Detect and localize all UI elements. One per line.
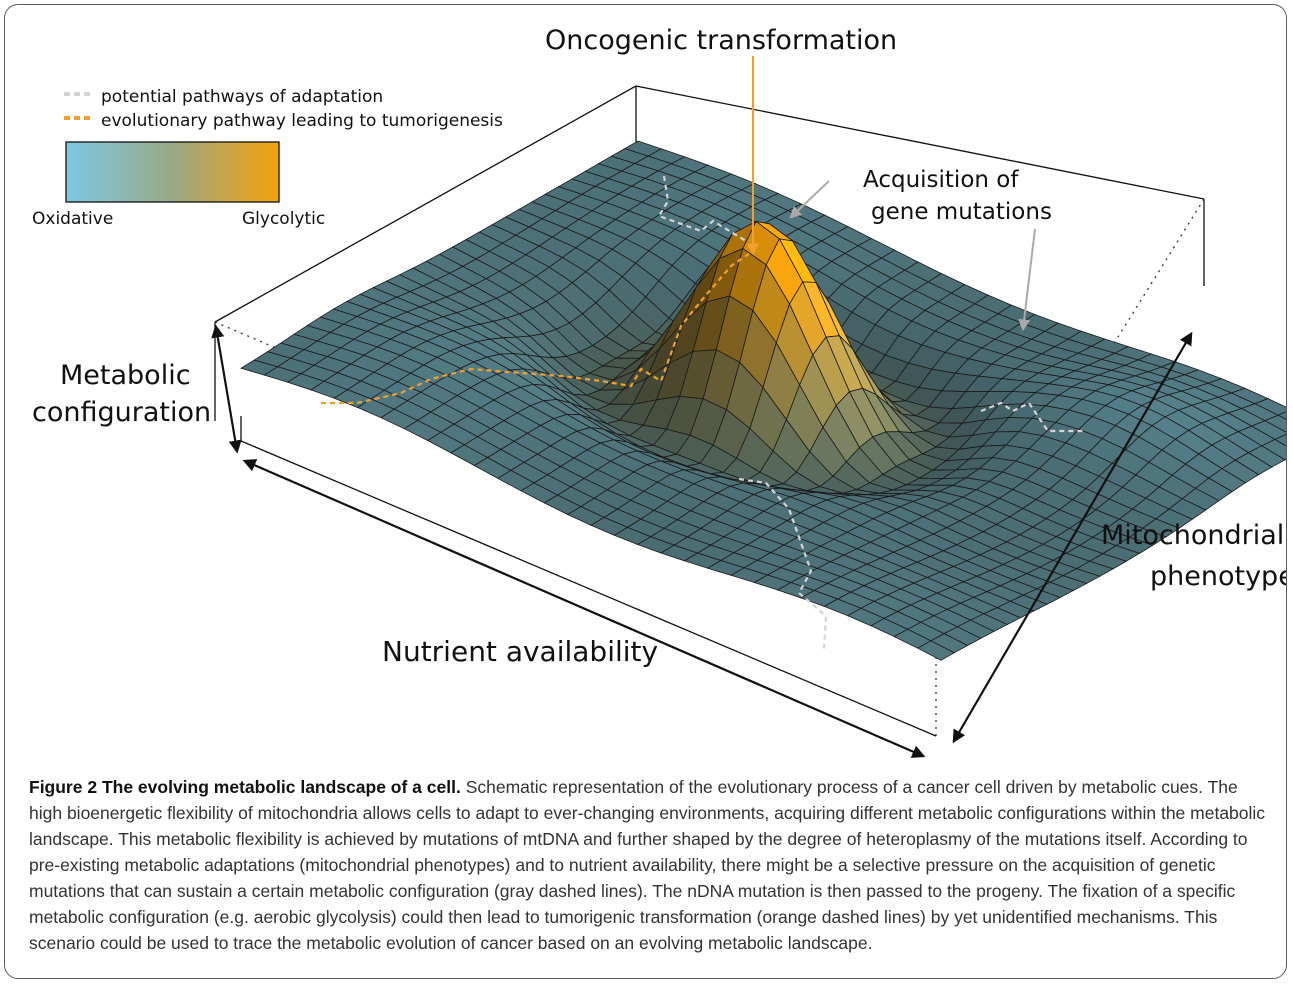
gray-path-back (657, 175, 747, 242)
legend-color-scale (65, 141, 280, 203)
orange-path (321, 250, 754, 405)
caption-title: The evolving metabolic landscape of a ce… (101, 777, 461, 797)
legend-gray-label: potential pathways of adaptation (101, 87, 384, 107)
landscape-figure (64, 56, 1286, 758)
metabolic-axis-arrow (211, 324, 242, 454)
gene-mutations-label-line2: gene mutations (871, 199, 1052, 225)
metabolic-axis-label-line1: Metabolic (60, 360, 191, 391)
mito-axis-arrow (952, 331, 1193, 744)
legend-glycolytic-label: Glycolytic (242, 209, 326, 229)
gene-mutations-label-line1: Acquisition of (863, 167, 1019, 193)
oncogenic-transformation-label: Oncogenic transformation (545, 25, 898, 56)
legend (64, 92, 280, 203)
legend-orange-label: evolutionary pathway leading to tumorige… (101, 111, 503, 131)
mito-axis-label-line1: Mitochondrial (1101, 520, 1285, 551)
legend-oxidative-label: Oxidative (32, 209, 114, 229)
figure-frame: Oncogenic transformation Acquisition of … (4, 4, 1287, 979)
caption-label: Figure 2 (29, 777, 98, 797)
mito-axis-label-line2: phenotype (1150, 561, 1287, 592)
gene-arrow-1 (789, 180, 830, 219)
nutrient-axis-arrow (242, 459, 926, 758)
nutrient-axis-label: Nutrient availability (382, 635, 659, 668)
caption-body: Schematic representation of the evolutio… (29, 777, 1266, 953)
metabolic-axis-label-line2: configuration (32, 397, 212, 428)
surface-mesh-cell (1274, 433, 1286, 447)
surface-mesh-cell (1277, 411, 1286, 420)
figure-caption: Figure 2 The evolving metabolic landscap… (29, 774, 1269, 956)
gene-arrow-2 (1018, 228, 1036, 332)
